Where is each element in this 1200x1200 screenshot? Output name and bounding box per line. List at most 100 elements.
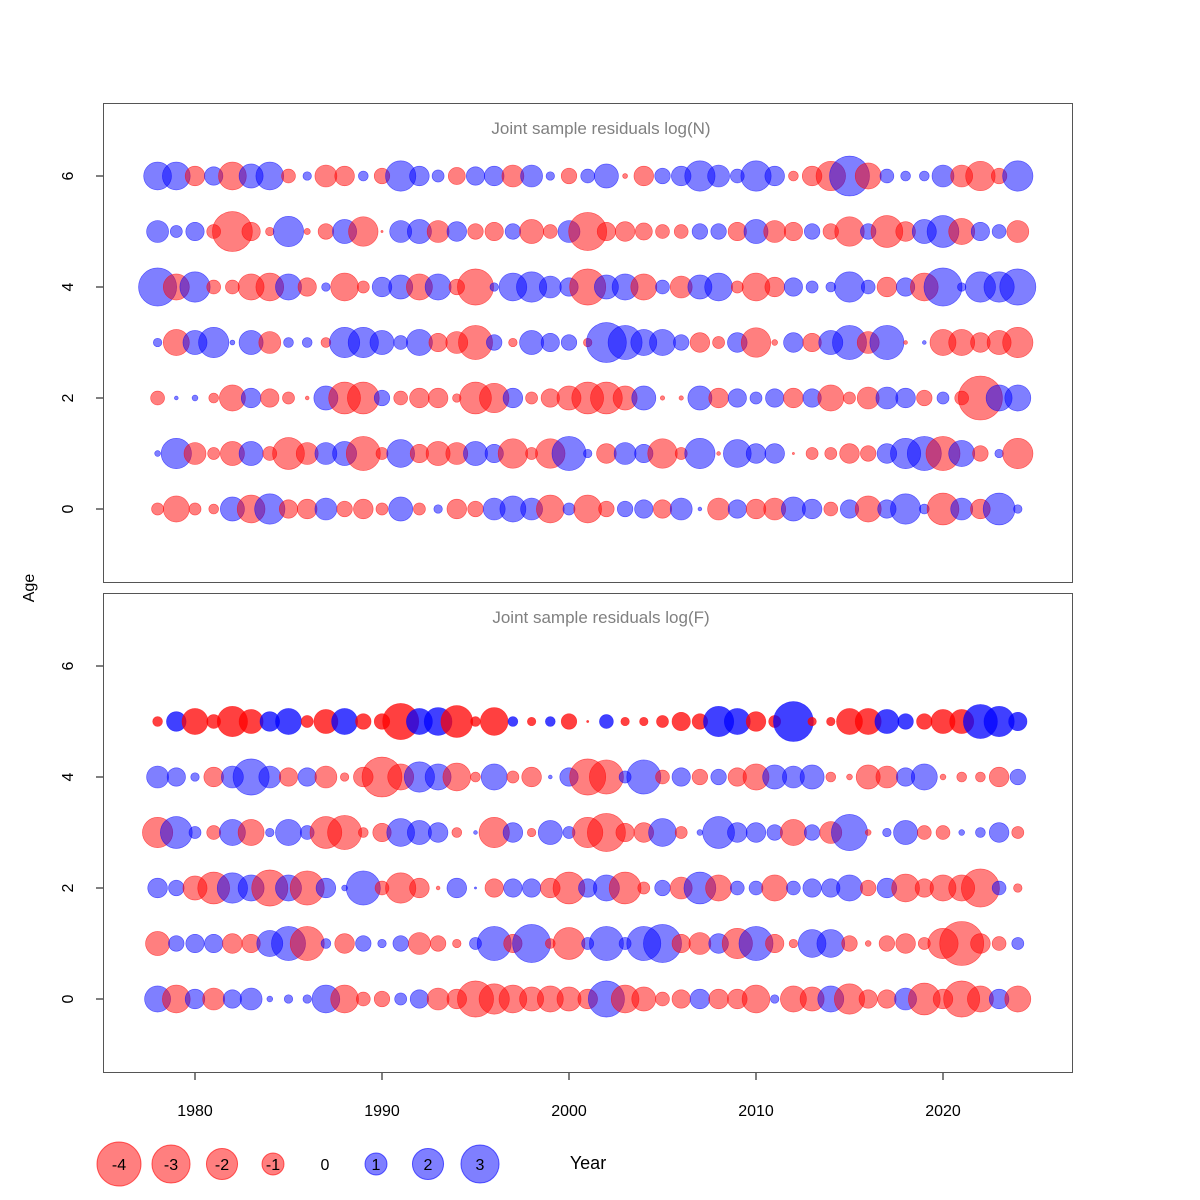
panel-log-n: Joint sample residuals log(N) 0 2 4 6 <box>60 103 1073 583</box>
bubble-age4-1978 <box>146 765 169 789</box>
bubble-age4-1984 <box>258 765 282 789</box>
bubble-age3-1997 <box>502 822 524 843</box>
bubble-age6-1988 <box>334 165 355 187</box>
y-tick-label: 0 <box>60 504 77 513</box>
bubble-age3-1994 <box>451 827 463 838</box>
plot-frame <box>103 593 1073 1073</box>
bubble-age2-1978 <box>150 390 165 406</box>
bubble-age3-1979 <box>160 816 193 849</box>
bubble-age5-1999 <box>543 224 558 239</box>
bubble-age2-2005 <box>654 879 671 897</box>
bubble-age6-1993 <box>431 169 445 183</box>
bubble-age3-1998 <box>519 330 544 355</box>
legend-bubble <box>364 1152 388 1176</box>
bubble-age2-1997 <box>502 387 524 409</box>
bubble-age3-2007 <box>689 332 711 353</box>
bubble-age4-1980 <box>179 271 211 303</box>
bubble-age0-1990 <box>375 502 389 516</box>
bubble-age6-2008 <box>707 164 730 188</box>
bubble-age2-2015 <box>843 391 856 405</box>
bubble-age2-1995 <box>474 886 477 890</box>
bubble-age5-2012 <box>773 701 814 742</box>
bubble-age3-1997 <box>508 337 518 348</box>
bubble-age2-1998 <box>525 391 538 405</box>
bubble-age2-2011 <box>761 874 789 902</box>
bubble-age4-1985 <box>278 767 299 787</box>
bubble-age1-1988 <box>334 933 355 954</box>
bubble-age5-2000 <box>560 713 578 730</box>
bubble-age4-1995 <box>470 771 481 783</box>
bubble-age2-2017 <box>875 386 899 410</box>
bubble-age5-1998 <box>519 219 544 244</box>
bubble-age1-2010 <box>745 443 767 464</box>
bubble-age4-2016 <box>860 279 876 295</box>
bubble-age5-2023 <box>991 224 1007 239</box>
y-tick-label: 4 <box>60 282 77 291</box>
bubble-age6-2012 <box>788 170 799 182</box>
bubble-age3-1982 <box>229 339 236 346</box>
bubble-age5-2018 <box>897 713 914 730</box>
bubble-age1-2002 <box>589 926 624 961</box>
bubble-age2-1985 <box>282 391 295 405</box>
bubble-age2-2007 <box>687 385 713 411</box>
bubble-age0-1994 <box>446 498 467 520</box>
bubble-age4-1994 <box>442 762 472 792</box>
bubble-age1-1990 <box>375 447 389 460</box>
bubble-age6-2019 <box>919 170 930 182</box>
bubble-age6-1994 <box>447 167 466 185</box>
bubble-age3-2016 <box>864 829 872 836</box>
bubble-age0-1981 <box>202 987 225 1011</box>
bubble-age0-2023 <box>982 492 1016 526</box>
legend-label: 0 <box>321 1157 330 1174</box>
bubbles <box>142 701 1032 1018</box>
bubble-age6-2024 <box>1002 160 1034 192</box>
bubble-age5-2003 <box>620 716 630 727</box>
bubble-age3-2022 <box>975 827 986 838</box>
bubble-age2-2004 <box>637 881 651 895</box>
bubble-age0-1991 <box>394 992 408 1006</box>
bubble-age4-2020 <box>939 773 947 781</box>
bubble-age0-1986 <box>297 498 318 520</box>
panel-log-f: Joint sample residuals log(F) 0 2 4 6 <box>60 593 1073 1073</box>
bubble-age3-1985 <box>283 337 294 348</box>
bubble-age1-2016 <box>864 940 872 947</box>
bubble-age0-1980 <box>184 988 206 1010</box>
bubble-age1-2007 <box>688 932 712 955</box>
bubble-age2-1998 <box>522 878 542 898</box>
bubble-age5-2007 <box>691 223 708 240</box>
bubble-age5-2004 <box>639 716 649 727</box>
bubble-age0-2009 <box>727 499 747 519</box>
bubble-age4-2023 <box>988 766 1010 788</box>
legend-label: -2 <box>215 1157 229 1174</box>
bubble-age2-2011 <box>765 388 785 408</box>
bubble-age2-1983 <box>240 387 262 409</box>
bubble-age2-2005 <box>659 395 665 401</box>
bubble-age1-1992 <box>408 932 431 955</box>
y-tick-label: 6 <box>60 661 77 670</box>
bubble-age1-2005 <box>647 438 678 469</box>
y-tick-label: 2 <box>60 393 77 402</box>
bubble-age0-1988 <box>336 500 353 518</box>
bubble-age5-2019 <box>916 713 933 730</box>
y-axis: 0 2 4 6 <box>60 171 103 513</box>
bubble-age1-2014 <box>824 447 838 460</box>
bubble-age4-2008 <box>710 768 727 786</box>
bubble-age3-2024 <box>1011 826 1025 839</box>
bubble-age4-1981 <box>206 279 221 295</box>
x-tick-label: 2010 <box>738 1103 774 1120</box>
bubble-age2-2004 <box>631 385 657 411</box>
bubble-age0-1984 <box>266 995 274 1003</box>
bubble-age4-1985 <box>275 273 302 301</box>
bubble-age5-1988 <box>331 708 358 735</box>
bubble-age3-1983 <box>237 819 265 846</box>
bubble-age1-2024 <box>1002 438 1034 469</box>
bubble-age4-2015 <box>834 271 865 303</box>
bubble-age1-1994 <box>452 938 462 949</box>
bubble-age1-2003 <box>613 442 637 465</box>
bubble-age6-1996 <box>484 165 505 187</box>
legend-label: -4 <box>112 1157 126 1174</box>
bubble-age0-2001 <box>573 494 602 524</box>
bubble-age0-1989 <box>356 991 371 1007</box>
bubble-age5-1994 <box>440 705 474 738</box>
